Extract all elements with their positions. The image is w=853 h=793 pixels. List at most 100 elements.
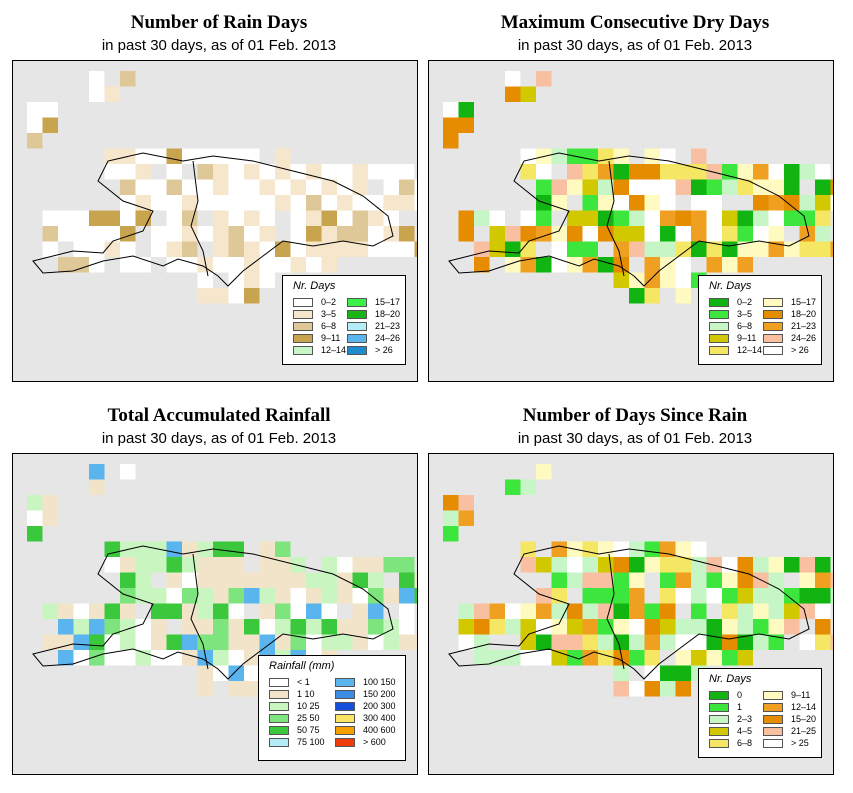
grid-cell (275, 257, 291, 273)
grid-cell (89, 619, 105, 635)
grid-cell (244, 288, 260, 304)
grid-cell (399, 226, 415, 242)
grid-cell (42, 210, 58, 226)
grid-cell (275, 195, 291, 211)
grid-cell (660, 195, 676, 211)
grid-cell (213, 257, 229, 273)
grid-cell (213, 619, 229, 635)
grid-cell (660, 210, 676, 226)
grid-cell (197, 619, 213, 635)
grid-cell (368, 572, 384, 588)
grid-cell (259, 241, 275, 257)
grid-cell (27, 133, 43, 149)
grid-cell (213, 634, 229, 650)
grid-cell (259, 541, 275, 557)
grid-cell (166, 650, 182, 666)
grid-cell (706, 241, 722, 257)
grid-cell (799, 588, 815, 604)
grid-cell (244, 665, 260, 681)
grid-cell (135, 541, 151, 557)
grid-cell (213, 665, 229, 681)
grid-cell (414, 572, 417, 588)
grid-cell (567, 179, 583, 195)
grid-cell (722, 588, 738, 604)
legend-swatch (709, 690, 729, 700)
grid-cell (368, 588, 384, 604)
grid-cell (244, 226, 260, 242)
grid-cell (551, 241, 567, 257)
grid-cell (151, 619, 167, 635)
legend-title: Nr. Days (293, 280, 336, 292)
grid-cell (675, 588, 691, 604)
grid-cell (613, 195, 629, 211)
legend-swatch (763, 738, 783, 748)
grid-cell (815, 241, 831, 257)
grid-cell (536, 650, 552, 666)
grid-cell (213, 164, 229, 180)
grid-cell (567, 164, 583, 180)
grid-cell (182, 210, 198, 226)
map-svg (443, 464, 833, 697)
grid-cell (505, 226, 521, 242)
grid-cell (551, 148, 567, 164)
grid-cell (582, 572, 598, 588)
legend-item: 9–11 (293, 333, 340, 343)
grid-cell (458, 210, 474, 226)
grid-cell (399, 572, 415, 588)
grid-cell (582, 650, 598, 666)
grid-cell (629, 288, 645, 304)
panel-subtitle: in past 30 days, as of 01 Feb. 2013 (517, 430, 753, 447)
grid-cell (182, 226, 198, 242)
coastline (448, 545, 810, 680)
coastline (32, 545, 394, 680)
grid-cell (244, 241, 260, 257)
grid-cell (799, 557, 815, 573)
grid-cell (414, 588, 417, 604)
grid-cell (753, 588, 769, 604)
grid-cell (166, 148, 182, 164)
grid-cell (337, 241, 353, 257)
grid-cell (644, 634, 660, 650)
grid-cell (321, 557, 337, 573)
grid-cell (629, 572, 645, 588)
grid-cell (768, 164, 784, 180)
grid-cell (58, 603, 74, 619)
grid-cell (613, 634, 629, 650)
grid-cell (598, 619, 614, 635)
grid-cell (536, 557, 552, 573)
grid-cell (784, 210, 800, 226)
grid-cell (474, 210, 490, 226)
coastline (32, 152, 394, 287)
grid-cell (629, 195, 645, 211)
grid-cell (275, 164, 291, 180)
grid-cell (815, 210, 831, 226)
grid-cell (660, 572, 676, 588)
panel-days-since-rain: Number of Days Since Rain in past 30 day… (428, 393, 842, 775)
grid-cell (644, 665, 660, 681)
grid-cell (753, 619, 769, 635)
grid-cell (197, 603, 213, 619)
grid-cell (582, 148, 598, 164)
grid-cell (691, 603, 707, 619)
legend-item: 0–2 (709, 297, 752, 307)
grid-cell (306, 257, 322, 273)
grid-cell (644, 257, 660, 273)
grid-cell (505, 71, 521, 87)
grid-cell (582, 603, 598, 619)
grid-cell (182, 572, 198, 588)
grid-cell (151, 226, 167, 242)
grid-cell (706, 634, 722, 650)
grid-cell (582, 541, 598, 557)
grid-cell (337, 210, 353, 226)
grid-cell (629, 619, 645, 635)
grid-cell (567, 557, 583, 573)
grid-cell (290, 257, 306, 273)
grid-cell (520, 226, 536, 242)
legend-swatch (293, 309, 313, 319)
grid-cell (73, 257, 89, 273)
grid-cell (737, 634, 753, 650)
grid-cell (830, 179, 833, 195)
panel-rain-days: Number of Rain Days in past 30 days, as … (12, 0, 426, 382)
grid-cell (691, 164, 707, 180)
grid-cell (166, 603, 182, 619)
